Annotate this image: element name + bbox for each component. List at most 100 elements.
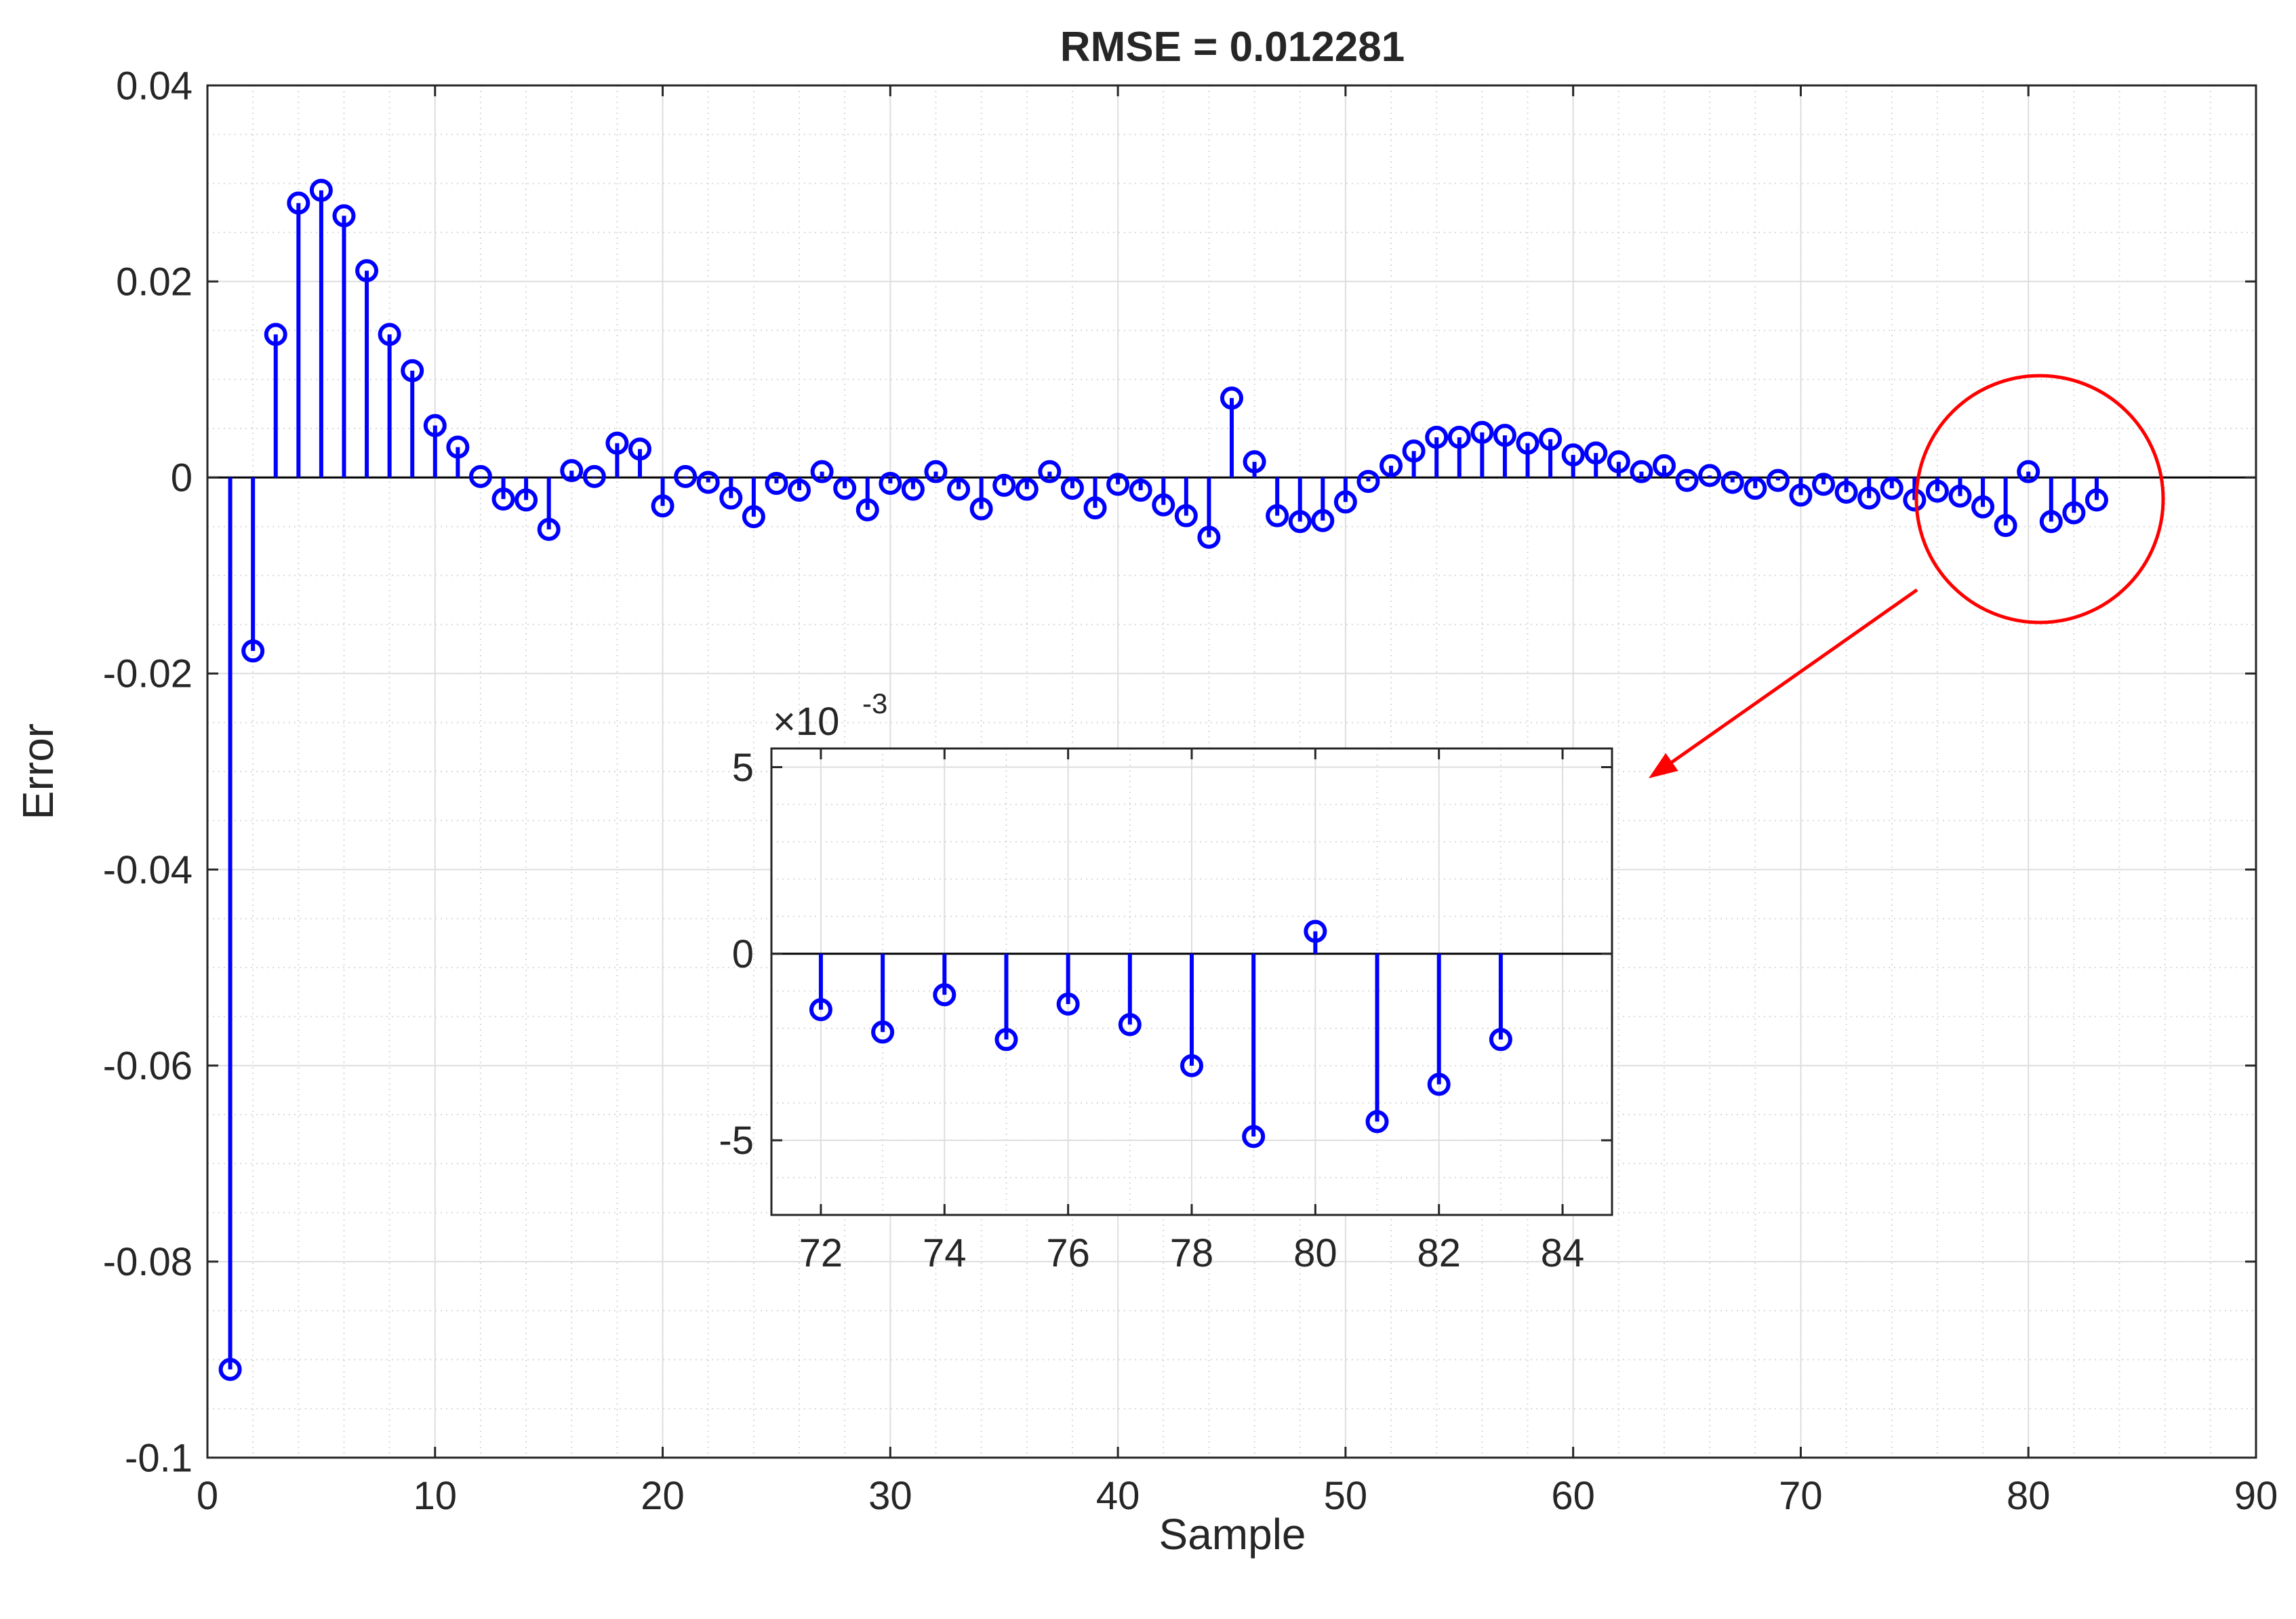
main-stem-marker [1493, 424, 1516, 447]
main-stem-marker [855, 498, 879, 521]
main-stem-marker [1174, 504, 1198, 527]
highlight-arrow-head [1649, 753, 1678, 778]
main-xtick-label: 10 [414, 1474, 458, 1518]
inset-stem-marker [1180, 1054, 1203, 1077]
main-stem-marker [833, 477, 857, 500]
main-stem-marker [651, 494, 674, 518]
main-stem-marker [1561, 443, 1585, 467]
main-ytick-label: 0 [171, 456, 193, 500]
main-stem-marker [765, 471, 788, 495]
main-xtick-label: 40 [1096, 1474, 1140, 1518]
main-stem-marker [1903, 488, 1927, 512]
main-stem-marker [719, 486, 743, 510]
main-stem-marker [582, 464, 606, 488]
main-stem-marker [1994, 514, 2017, 538]
main-stem-marker [788, 479, 811, 502]
main-stem-marker [332, 204, 356, 228]
main-stem-marker [1698, 464, 1722, 487]
main-stem-marker [2039, 510, 2063, 534]
main-stem-marker [241, 639, 265, 663]
main-stem-marker [1834, 480, 1858, 504]
inset-stem-marker [994, 1028, 1018, 1052]
main-stem-marker [446, 435, 470, 459]
main-stem-marker [1015, 477, 1039, 501]
main-xtick-label: 30 [868, 1474, 912, 1518]
inset-scale-label: ×10 [773, 700, 839, 744]
main-stem-marker [1106, 473, 1130, 496]
main-stem-marker [423, 414, 447, 437]
main-stem-marker [468, 464, 492, 488]
main-ytick-label: -0.06 [103, 1044, 193, 1088]
main-stem-marker [1038, 460, 1062, 483]
main-stem-marker [1152, 493, 1175, 517]
inset-stem-marker [809, 998, 832, 1022]
main-stem-marker [992, 473, 1016, 497]
main-stem-marker [1607, 450, 1630, 474]
main-stem-marker [1630, 460, 1653, 483]
main-stem-marker [264, 323, 287, 346]
inset-xtick-label: 76 [1046, 1231, 1090, 1275]
main-xtick-label: 90 [2234, 1474, 2278, 1518]
main-stem-marker [969, 497, 993, 521]
main-stem-marker [1789, 483, 1813, 507]
main-stem-marker [1971, 495, 1995, 519]
inset-stem-marker [1304, 919, 1327, 943]
y-axis-label: Error [14, 723, 62, 820]
main-stem-marker [1652, 454, 1676, 477]
inset-stem-marker [1489, 1028, 1512, 1052]
main-stem-marker [287, 191, 310, 215]
main-stem-marker [378, 323, 401, 346]
main-ytick-label: 0.02 [116, 260, 193, 304]
main-xtick-label: 60 [1551, 1474, 1595, 1518]
inset-stem-marker [1056, 993, 1080, 1016]
main-xtick-label: 80 [2007, 1474, 2051, 1518]
inset-scale-exponent: -3 [862, 687, 887, 719]
main-stem-marker [1744, 477, 1767, 500]
main-xtick-label: 50 [1324, 1474, 1368, 1518]
main-stem-marker [2062, 501, 2086, 525]
main-stem-marker [1925, 479, 1949, 503]
main-stem-marker [1060, 477, 1084, 500]
main-stem-marker [1447, 426, 1471, 449]
main-ytick-label: -0.02 [103, 652, 193, 696]
main-stem-marker [401, 359, 424, 382]
x-axis-label: Sample [1159, 1510, 1306, 1559]
main-ytick-label: -0.1 [125, 1436, 193, 1480]
main-stem-marker [218, 1357, 242, 1381]
inset-ytick-label: -5 [719, 1119, 754, 1163]
main-stem-marker [1220, 386, 1243, 410]
main-stem-marker [309, 178, 333, 202]
main-stem-marker [901, 477, 925, 501]
inset-axes [770, 747, 1613, 1216]
main-stem-marker [1857, 486, 1881, 510]
main-stem-marker [1948, 484, 1972, 508]
inset-xtick-label: 72 [799, 1231, 843, 1275]
main-stem-marker [1720, 471, 1744, 494]
main-stem-marker [947, 477, 971, 501]
inset-stem-marker [933, 983, 956, 1007]
main-stem-marker [2017, 460, 2040, 483]
inset-xtick-label: 82 [1417, 1231, 1461, 1275]
inset-xtick-label: 80 [1293, 1231, 1337, 1275]
main-ytick-label: -0.04 [103, 848, 193, 892]
main-stem-marker [924, 460, 948, 483]
main-axes-frame [206, 84, 2257, 1459]
main-xtick-label: 70 [1779, 1474, 1823, 1518]
main-xtick-label: 20 [641, 1474, 685, 1518]
main-stem-marker [2084, 488, 2108, 512]
chart-title: RMSE = 0.012281 [1060, 24, 1405, 71]
main-stem-marker [1470, 420, 1494, 444]
inset-ytick-label: 5 [732, 746, 754, 790]
main-stem-marker [1402, 439, 1426, 463]
inset-stem-marker [1242, 1125, 1266, 1148]
main-stem-marker [1266, 504, 1289, 527]
main-stem-marker [1812, 473, 1836, 496]
main-ytick-label: -0.08 [103, 1240, 193, 1284]
main-stem-marker [537, 517, 561, 541]
inset-xtick-label: 84 [1541, 1231, 1585, 1275]
highlight-arrow-line [1665, 588, 1918, 768]
main-stem-marker [674, 464, 698, 488]
inset-stem-marker [1118, 1013, 1142, 1037]
